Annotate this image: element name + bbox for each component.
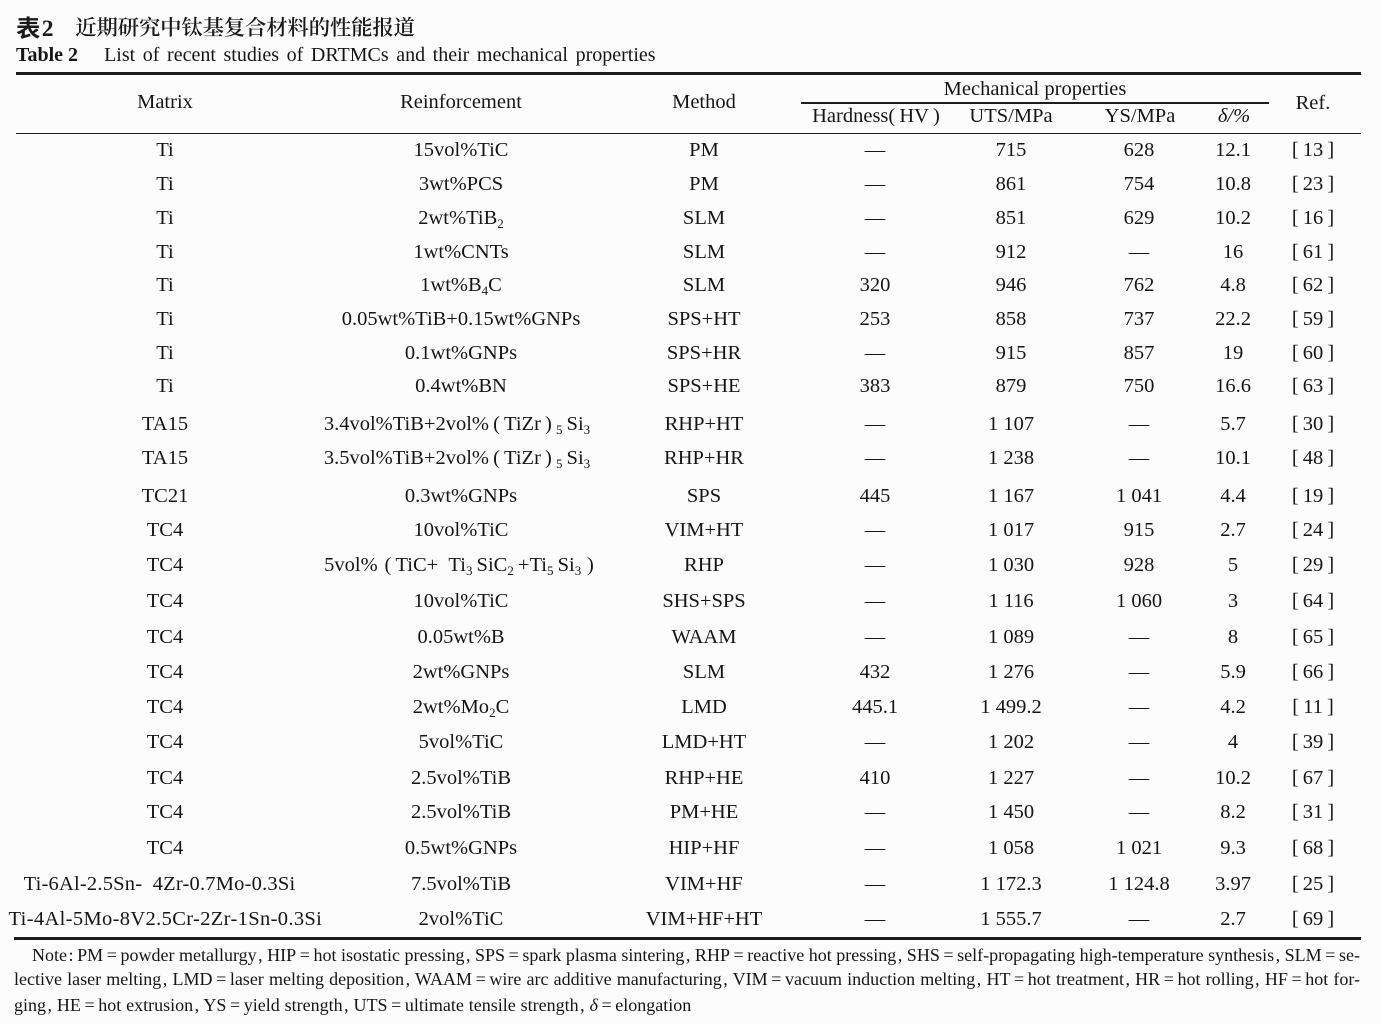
- svg-text:2: 2: [42, 16, 54, 42]
